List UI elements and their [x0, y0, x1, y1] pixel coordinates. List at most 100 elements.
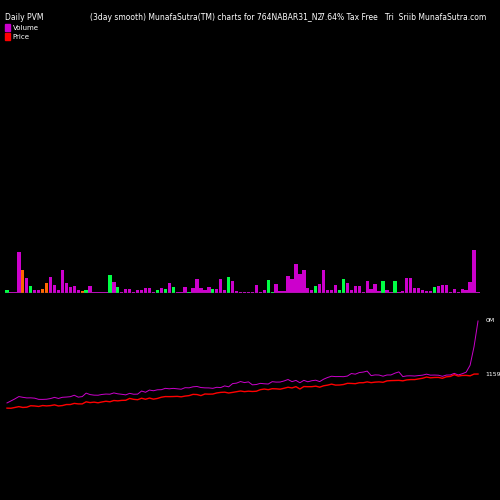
Bar [437, 286, 440, 292]
Bar [60, 270, 64, 292]
Bar [429, 290, 432, 292]
Bar [41, 289, 44, 292]
Text: Volume: Volume [12, 25, 38, 31]
Bar [266, 280, 270, 292]
Bar [124, 289, 128, 292]
Bar [88, 286, 92, 292]
Bar [262, 290, 266, 292]
Bar [84, 290, 88, 292]
Bar [116, 287, 119, 292]
Bar [378, 290, 380, 292]
Bar [203, 290, 206, 292]
Bar [219, 278, 222, 292]
Bar [326, 290, 330, 292]
Bar [128, 290, 132, 292]
Bar [468, 282, 472, 292]
Bar [302, 270, 306, 292]
Bar [64, 282, 68, 292]
Bar [37, 290, 40, 292]
Bar [80, 291, 84, 292]
Bar [160, 288, 163, 292]
Bar [231, 281, 234, 292]
Bar [350, 290, 353, 292]
Bar [68, 286, 72, 292]
Bar [25, 278, 28, 292]
Bar [322, 270, 326, 292]
Bar [172, 287, 175, 292]
Bar [144, 288, 147, 292]
Bar [168, 283, 171, 292]
Bar [196, 278, 198, 292]
Bar [156, 290, 159, 292]
Bar [21, 270, 24, 292]
Bar [334, 285, 337, 292]
Text: 1159.98: 1159.98 [485, 372, 500, 376]
Bar [192, 288, 194, 292]
Bar [425, 291, 428, 292]
Bar [278, 291, 282, 292]
Text: (3day smooth) MunafaSutra(TM) charts for 764NABAR31_N2: (3day smooth) MunafaSutra(TM) charts for… [90, 12, 322, 22]
Bar [306, 288, 310, 292]
Bar [227, 276, 230, 292]
Bar [136, 290, 140, 292]
Bar [112, 282, 116, 292]
Bar [33, 290, 36, 292]
Bar [310, 290, 314, 292]
Bar [184, 288, 187, 292]
Bar [342, 280, 345, 292]
Text: Daily PVM: Daily PVM [5, 12, 44, 22]
Bar [444, 285, 448, 292]
Bar [211, 290, 214, 292]
Bar [140, 290, 143, 292]
Bar [314, 286, 318, 292]
Bar [433, 287, 436, 292]
Bar [440, 285, 444, 292]
Bar [294, 264, 298, 292]
Bar [207, 288, 210, 292]
Bar [405, 278, 408, 292]
Bar [358, 286, 361, 292]
Text: Price: Price [12, 34, 29, 40]
Bar [370, 289, 373, 292]
Bar [108, 276, 112, 292]
Bar [318, 284, 322, 292]
Bar [72, 286, 76, 292]
Text: 0M: 0M [485, 318, 494, 324]
Bar [417, 288, 420, 292]
Bar [452, 289, 456, 292]
Bar [354, 286, 357, 292]
Text: 7.64% Tax Free   Tri  Sriib MunafaSutra.com: 7.64% Tax Free Tri Sriib MunafaSutra.com [320, 12, 486, 22]
Bar [53, 284, 56, 292]
Bar [401, 290, 404, 292]
Bar [374, 284, 377, 292]
Bar [223, 290, 226, 292]
Bar [17, 252, 20, 292]
Bar [57, 290, 60, 292]
Bar [382, 282, 384, 292]
Bar [338, 290, 341, 292]
Bar [366, 281, 369, 292]
Bar [413, 288, 416, 292]
Bar [393, 281, 396, 292]
Bar [464, 290, 468, 292]
Bar [29, 286, 32, 292]
Bar [164, 289, 167, 292]
Bar [421, 290, 424, 292]
Bar [49, 277, 52, 292]
Bar [274, 284, 278, 292]
Bar [298, 274, 302, 292]
Bar [6, 290, 8, 292]
Bar [254, 284, 258, 292]
Bar [45, 282, 48, 292]
Bar [409, 278, 412, 292]
Bar [386, 290, 388, 292]
Bar [148, 288, 151, 292]
Bar [76, 290, 80, 292]
Bar [215, 288, 218, 292]
Bar [346, 283, 349, 292]
Bar [460, 288, 464, 292]
Bar [200, 288, 202, 292]
Bar [472, 250, 476, 292]
Bar [330, 290, 333, 292]
Bar [286, 276, 290, 292]
